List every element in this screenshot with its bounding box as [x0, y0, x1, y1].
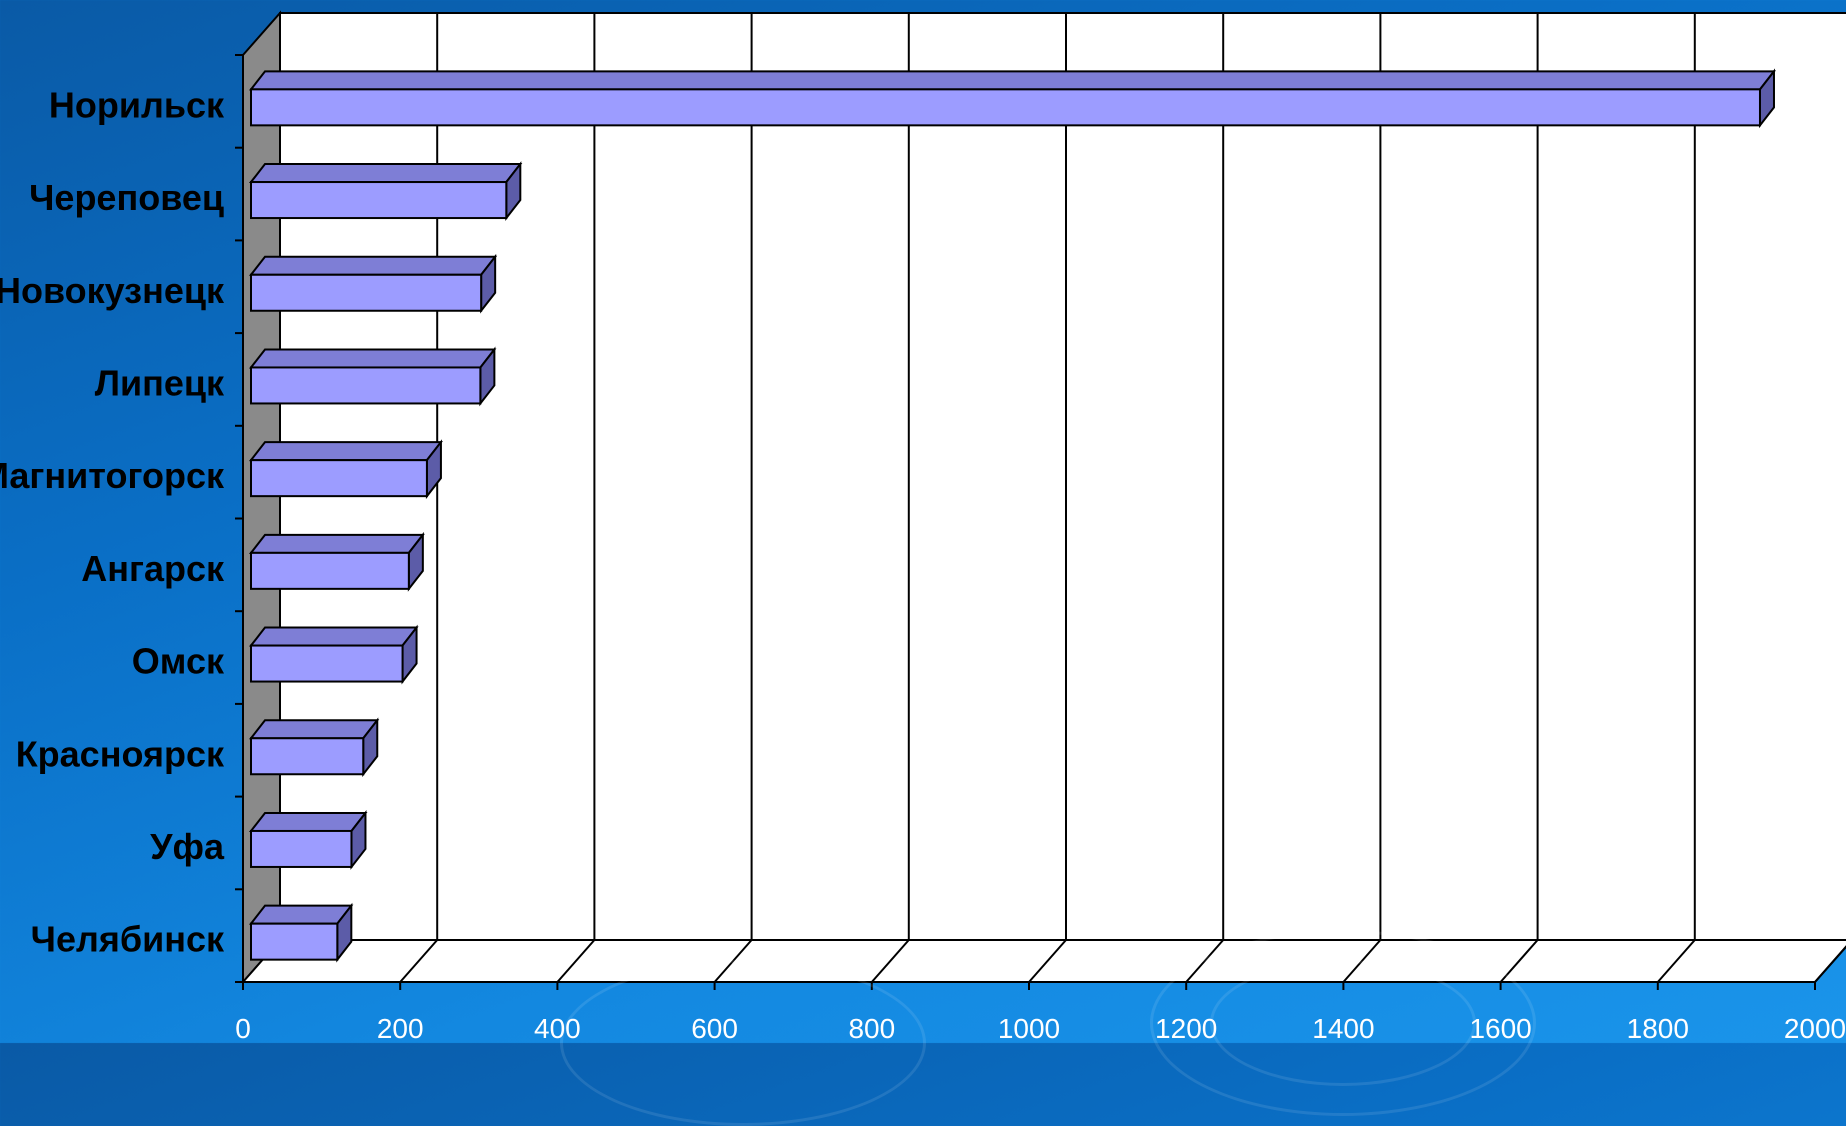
bar — [250, 88, 1761, 127]
bar — [250, 829, 353, 868]
bar-top — [248, 255, 498, 276]
bar — [250, 181, 508, 220]
floor-gridline — [399, 939, 438, 983]
bar — [250, 644, 404, 683]
floor-gridline — [1657, 939, 1696, 983]
floor-gridline — [1028, 939, 1067, 983]
bar-top — [248, 70, 1777, 91]
bar-chart: 0 200 400 600 800 1000 1200 1400 1600 1800 2000 Но… — [0, 10, 1846, 1043]
x-tick-label: 1000 — [998, 1013, 1060, 1043]
x-tick-label: 200 — [377, 1013, 424, 1043]
category-label: Челябинск — [31, 919, 225, 960]
bar — [250, 273, 483, 312]
x-tick-label: 0 — [235, 1013, 251, 1043]
bar-top — [248, 533, 425, 554]
category-label: Ангарск — [81, 548, 225, 589]
bar-top — [248, 348, 497, 369]
bar — [250, 366, 482, 405]
chart-bars — [248, 68, 1777, 963]
category-label: Череповец — [29, 177, 224, 218]
floor-gridline — [871, 939, 910, 983]
category-label: Новокузнецк — [0, 270, 225, 311]
chart-back-wall — [279, 12, 1846, 941]
category-label: Уфа — [150, 826, 225, 867]
bar — [250, 737, 365, 776]
category-labels: Норильск Череповец Новокузнецк Липецк Магнит… — [0, 84, 225, 959]
chart-walls — [240, 10, 1846, 985]
background-swirl — [1210, 960, 1476, 1086]
bar-top — [248, 904, 354, 925]
background-swirl — [560, 960, 926, 1126]
bar-top — [248, 441, 443, 462]
x-tick-label: 2000 — [1784, 1013, 1846, 1043]
bar-top — [248, 811, 368, 832]
category-label: Красноярск — [16, 733, 225, 774]
category-label: Норильск — [49, 84, 225, 125]
category-label: Магнитогорск — [0, 455, 225, 496]
bar — [250, 922, 339, 961]
chart-area: 0 200 400 600 800 1000 1200 1400 1600 1800 2000 Но… — [0, 10, 1846, 1126]
bar-top — [248, 719, 380, 740]
chart-floor — [240, 939, 1846, 983]
floor-gridline — [556, 939, 596, 983]
x-tick-label: 1800 — [1627, 1013, 1689, 1043]
bar — [250, 551, 410, 590]
bar-top — [248, 626, 419, 647]
bar — [250, 459, 428, 498]
category-label: Омск — [132, 641, 225, 682]
category-label: Липецк — [95, 362, 225, 403]
bar-top — [248, 163, 523, 184]
